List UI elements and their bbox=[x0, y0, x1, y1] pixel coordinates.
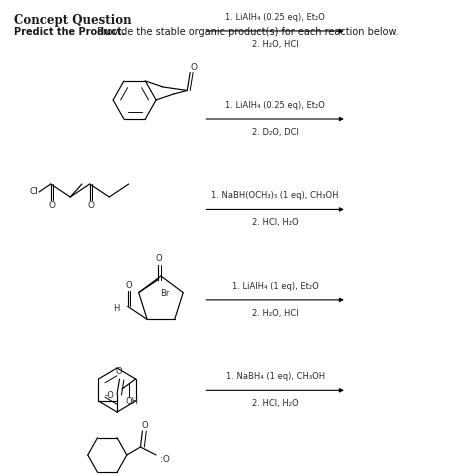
Text: 1. LiAlH₄ (1 eq), Et₂O: 1. LiAlH₄ (1 eq), Et₂O bbox=[232, 282, 319, 291]
Text: 2. D₂O, DCl: 2. D₂O, DCl bbox=[252, 128, 299, 137]
Text: 1. NaBH₄ (1 eq), CH₃OH: 1. NaBH₄ (1 eq), CH₃OH bbox=[226, 372, 325, 381]
Text: O: O bbox=[116, 367, 122, 377]
Text: O: O bbox=[125, 281, 132, 290]
Text: 1. LiAlH₄ (0.25 eq), Et₂O: 1. LiAlH₄ (0.25 eq), Et₂O bbox=[225, 13, 325, 22]
Text: OH: OH bbox=[126, 397, 139, 406]
Text: O: O bbox=[141, 420, 148, 429]
Text: 2. H₂O, HCl: 2. H₂O, HCl bbox=[252, 40, 299, 49]
Text: -O: -O bbox=[104, 390, 114, 399]
Text: 2. HCl, H₂O: 2. HCl, H₂O bbox=[252, 399, 299, 408]
Text: Cl: Cl bbox=[29, 188, 38, 197]
Text: 1. NaBH(OCH₃)₃ (1 eq), CH₃OH: 1. NaBH(OCH₃)₃ (1 eq), CH₃OH bbox=[211, 191, 339, 200]
Text: O: O bbox=[87, 201, 94, 210]
Text: Br: Br bbox=[160, 289, 170, 298]
Text: 2. H₂O, HCl: 2. H₂O, HCl bbox=[252, 309, 299, 318]
Text: Concept Question: Concept Question bbox=[14, 14, 131, 27]
Text: O: O bbox=[191, 63, 198, 72]
Text: Predict the Product.: Predict the Product. bbox=[14, 27, 125, 37]
Text: 2. HCl, H₂O: 2. HCl, H₂O bbox=[252, 218, 299, 228]
Text: 1. LiAlH₄ (0.25 eq), Et₂O: 1. LiAlH₄ (0.25 eq), Et₂O bbox=[225, 101, 325, 110]
Text: O: O bbox=[48, 201, 55, 210]
Text: :O: :O bbox=[160, 455, 170, 464]
Text: Provide the stable organic product(s) for each reaction below.: Provide the stable organic product(s) fo… bbox=[94, 27, 398, 37]
Text: O: O bbox=[156, 254, 163, 263]
Text: H: H bbox=[113, 304, 120, 313]
